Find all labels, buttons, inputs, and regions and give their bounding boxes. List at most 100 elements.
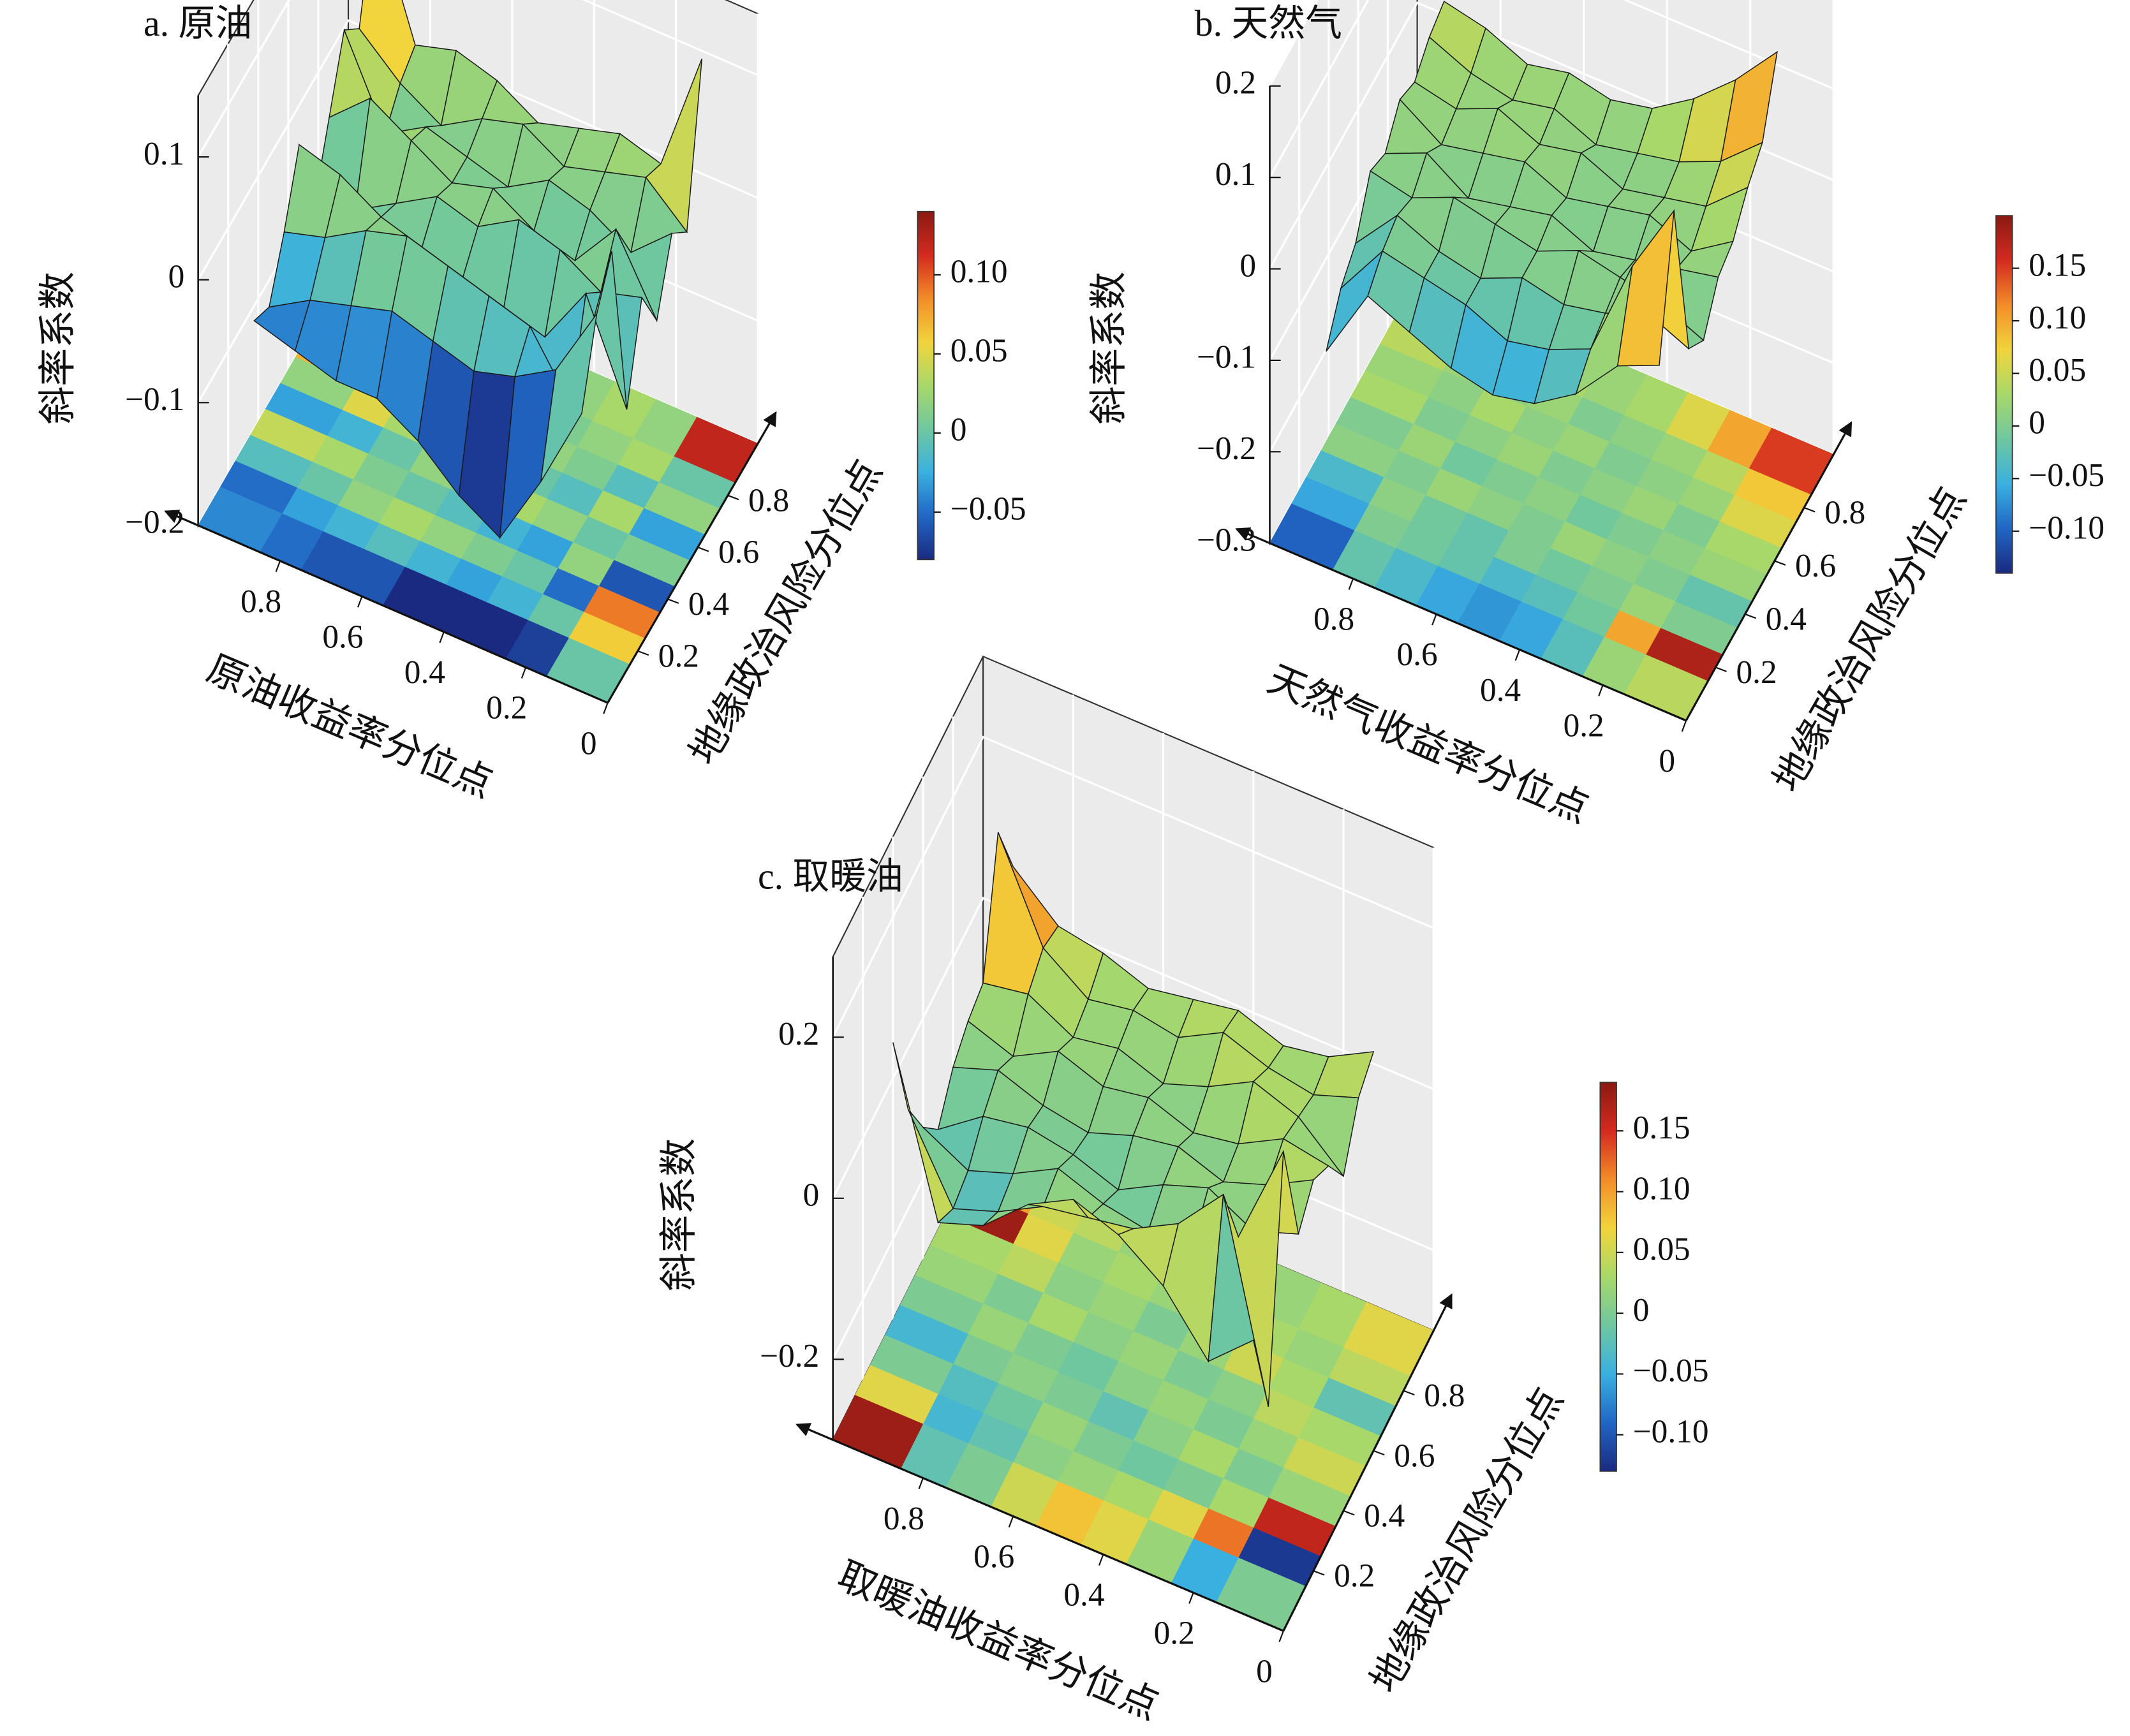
y-tick-label: 0.4 [1364,1498,1405,1534]
y-tick-label: 0.2 [658,638,699,674]
colorbar-tick-label: 0.10 [2029,300,2086,336]
tick-mark [439,631,445,644]
surface-patch [540,313,598,482]
x-tick-label: 0.4 [1063,1577,1104,1614]
surface-patch [1208,1194,1269,1408]
y-tick-label: 0.4 [1766,601,1807,638]
colorbar-tick-label: −0.05 [950,491,1026,527]
x-tick-label: 0.2 [1154,1615,1195,1652]
x-tick-label: 0.6 [973,1539,1014,1575]
x-tick-label: 0.6 [322,619,363,655]
y-axis [1282,1293,1453,1631]
subplot: −0.3−0.2−0.100.10.200.20.40.60.80.20.40.… [1088,0,2104,831]
x-tick-label: 0.8 [240,584,281,620]
tick-mark [357,596,363,608]
colorbar-tick-label: 0 [1633,1292,1650,1328]
colorbar [1995,215,2013,574]
z-tick-label: −0.2 [760,1338,819,1374]
tick-mark [1373,1450,1385,1456]
z-tick-label: −0.2 [125,504,184,541]
y-tick-label: 0.4 [688,586,729,622]
tick-mark [697,547,709,552]
colorbar-tick-label: 0.15 [2029,247,2086,283]
colorbar-tick-label: 0 [2029,405,2045,441]
colorbar-tick-label: −0.05 [2029,457,2104,494]
z-axis-label: 斜率系数 [658,1138,700,1291]
y-tick-label: 0.6 [1394,1438,1435,1474]
y-axis-label: 地缘政治风险分位点 [1363,1381,1571,1700]
colorbar-tick-label: 0.05 [2029,352,2086,388]
colorbar-tick-label: 0.10 [1633,1170,1690,1207]
colorbar-tick-label: 0.15 [1633,1110,1690,1146]
x-tick-label: 0.2 [1564,708,1604,744]
x-tick-label: 0.6 [1397,636,1438,673]
colorbar-tick-label: −0.05 [1633,1353,1709,1389]
y-tick-label: 0.6 [718,534,759,571]
tick-mark [275,561,281,573]
grid-line [197,0,758,158]
x-tick-label: 0.8 [1313,601,1354,638]
z-tick-label: 0 [1239,247,1256,284]
colorbar-tick-label: 0.05 [1633,1232,1690,1268]
z-tick-label: 0.1 [144,136,184,172]
chart-title: a. 原油 [144,4,252,44]
colorbar-tick-label: 0 [950,412,967,448]
x-tick-label: 0.4 [404,654,445,691]
tick-mark [637,650,649,656]
y-axis [607,411,777,703]
x-tick-label: 0.8 [884,1501,924,1537]
grid-line [832,897,1434,1199]
y-tick-label: 0.8 [1424,1378,1465,1414]
z-tick-label: 0.2 [1215,65,1256,101]
chart-title: b. 天然气 [1195,4,1342,44]
tick-mark [1313,1570,1325,1576]
x-tick-label: 0 [1256,1653,1273,1689]
tick-mark [727,494,739,501]
tick-mark [1008,1516,1014,1527]
tick-mark [1745,613,1757,619]
z-tick-label: −0.2 [1197,430,1256,467]
z-axis-label: 斜率系数 [36,272,78,425]
x-axis-label: 取暖油收益率分位点 [832,1554,1165,1727]
z-tick-label: 0 [803,1177,820,1214]
tick-mark [1681,720,1687,732]
tick-mark [918,1478,924,1490]
tick-mark [667,598,679,604]
z-tick-label: 0 [168,258,185,295]
colorbar-tick-label: 0.05 [950,333,1008,369]
x-axis-label: 原油收益率分位点 [201,647,499,805]
grid-line [832,735,1434,1038]
x-axis [1235,527,1687,722]
x-tick-label: 0 [1659,743,1675,779]
colorbar-tick-label: 0.10 [950,254,1008,290]
x-axis [164,510,609,704]
colorbar-tick-label: −0.10 [1633,1413,1709,1450]
tick-mark [1431,614,1437,626]
z-axis-label: 斜率系数 [1088,272,1130,425]
y-tick-label: 0.8 [1824,495,1865,531]
x-axis [795,1423,1284,1632]
z-tick-label: −0.3 [1197,522,1256,558]
y-tick-label: 0.6 [1795,548,1836,584]
x-tick-label: 0.2 [486,690,527,726]
z-tick-label: 0.2 [778,1016,819,1052]
grid-line [1269,0,1834,178]
y-tick-label: 0.2 [1736,654,1777,691]
tick-mark [1188,1592,1194,1604]
tick-mark [1348,578,1354,590]
y-tick-label: 0.2 [1334,1558,1375,1594]
tick-mark [1774,560,1786,566]
tick-mark [1343,1510,1355,1516]
tick-mark [1403,1390,1415,1396]
colorbar [917,210,935,561]
tick-mark [603,702,609,714]
y-axis-label: 地缘政治风险分位点 [1766,480,1974,799]
colorbar [1599,1082,1617,1472]
tick-mark [1278,1630,1284,1642]
tick-mark [1715,666,1727,672]
tick-mark [1514,649,1521,661]
tick-mark [1803,507,1816,513]
y-tick-label: 0.8 [748,482,789,519]
